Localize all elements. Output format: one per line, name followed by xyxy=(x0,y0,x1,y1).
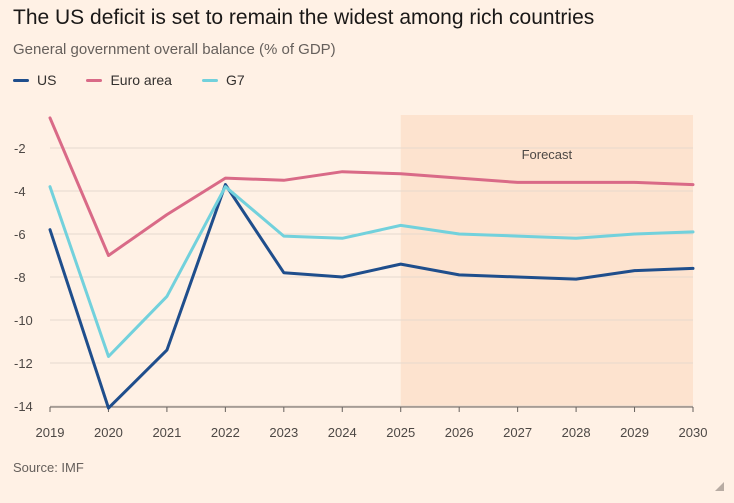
series-line-g7 xyxy=(48,185,695,358)
x-tick-label: 2019 xyxy=(36,425,65,440)
x-tick-label: 2028 xyxy=(562,425,591,440)
y-tick-label: -8 xyxy=(14,270,26,285)
x-tick-label: 2025 xyxy=(386,425,415,440)
legend: US Euro area G7 xyxy=(13,72,245,88)
legend-label-g7: G7 xyxy=(225,72,245,88)
legend-swatch-euro-area xyxy=(86,78,103,82)
x-tick-label: 2030 xyxy=(679,425,708,440)
x-tick-label: 2027 xyxy=(503,425,532,440)
x-tick-label: 2024 xyxy=(328,425,357,440)
y-tick-label: -10 xyxy=(14,313,33,328)
source-note: Source: IMF xyxy=(13,460,84,475)
chart-subtitle: General government overall balance (% of… xyxy=(13,41,336,58)
forecast-label: Forecast xyxy=(522,147,573,162)
series-line-us xyxy=(48,183,695,410)
x-tick-label: 2026 xyxy=(445,425,474,440)
legend-label-euro-area: Euro area xyxy=(110,72,172,88)
x-tick-label: 2020 xyxy=(94,425,123,440)
forecast-region xyxy=(400,115,693,407)
legend-item-us: US xyxy=(13,72,56,88)
y-tick-label: -12 xyxy=(14,356,33,371)
chart-title: The US deficit is set to remain the wide… xyxy=(13,6,595,29)
legend-item-g7: G7 xyxy=(201,72,245,88)
legend-swatch-g7 xyxy=(201,78,218,82)
y-tick-label: -14 xyxy=(14,399,33,414)
x-tick-label: 2023 xyxy=(269,425,298,440)
legend-swatch-us xyxy=(13,78,29,82)
legend-label-us: US xyxy=(37,72,57,88)
x-tick-label: 2021 xyxy=(152,425,181,440)
x-tick-label: 2022 xyxy=(211,425,240,440)
x-tick-label: 2029 xyxy=(620,425,649,440)
legend-item-euro-area: Euro area xyxy=(86,72,172,88)
y-tick-label: -2 xyxy=(14,141,26,156)
series-line-euro-area xyxy=(48,116,695,257)
y-tick-label: -6 xyxy=(14,227,26,242)
y-tick-label: -4 xyxy=(14,184,26,199)
resize-corner-icon xyxy=(715,482,724,491)
